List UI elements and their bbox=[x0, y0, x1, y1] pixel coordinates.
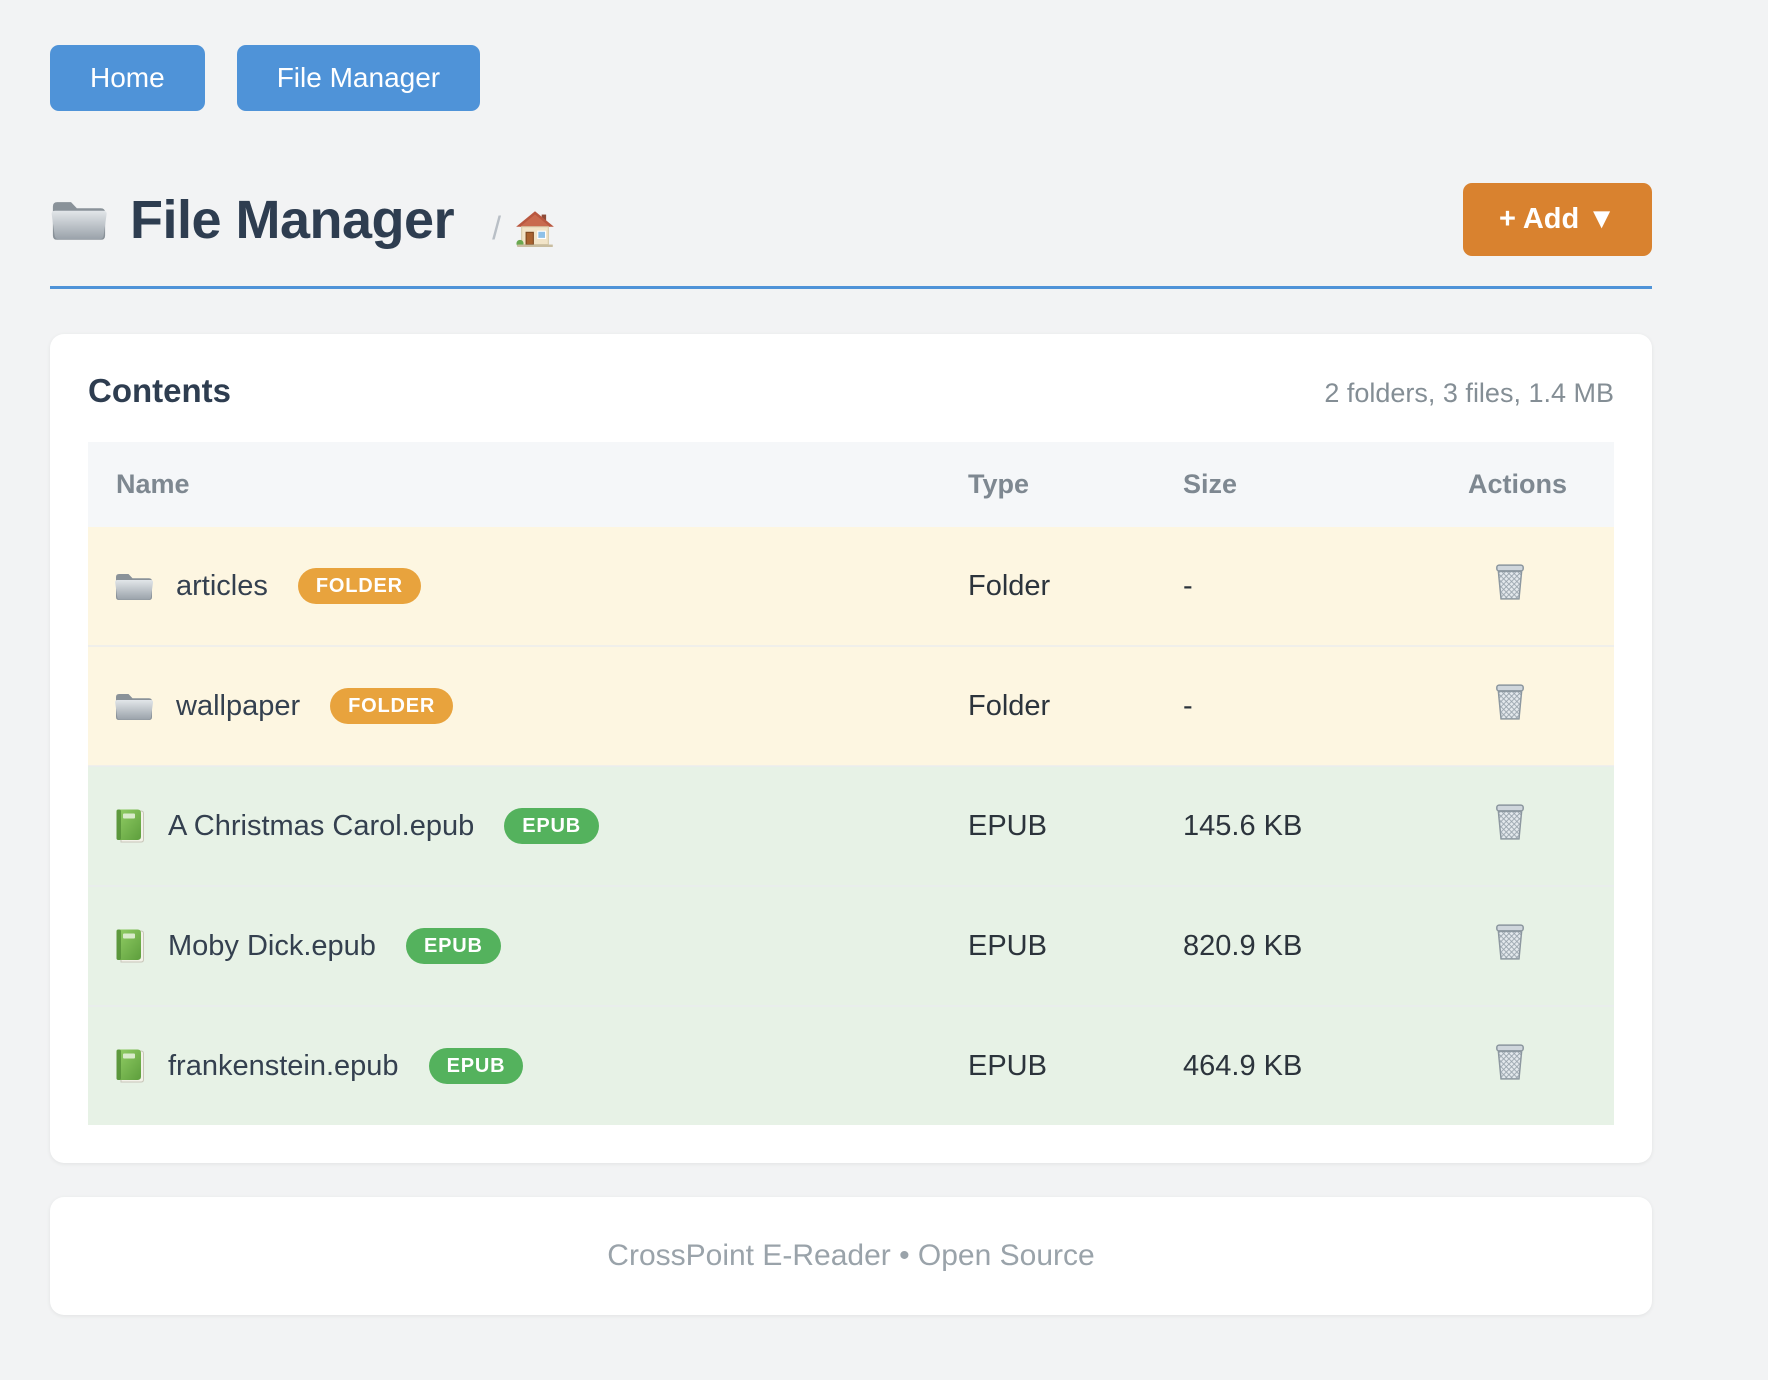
item-type: Folder bbox=[968, 569, 1051, 602]
home-icon[interactable] bbox=[515, 209, 555, 249]
trash-icon bbox=[1493, 683, 1527, 721]
item-type: EPUB bbox=[968, 1049, 1047, 1082]
add-button[interactable]: + Add ▼ bbox=[1462, 183, 1652, 256]
item-size: - bbox=[1183, 569, 1193, 602]
folder-icon bbox=[50, 196, 108, 243]
trash-icon bbox=[1493, 563, 1527, 601]
item-type: Folder bbox=[968, 689, 1051, 722]
item-name: frankenstein.epub bbox=[168, 1049, 399, 1082]
book-icon bbox=[114, 1047, 146, 1085]
item-name: Moby Dick.epub bbox=[168, 929, 376, 962]
header-divider bbox=[50, 286, 1652, 289]
column-header-size: Size bbox=[1183, 442, 1468, 527]
delete-button[interactable] bbox=[1493, 1043, 1527, 1081]
table-row-frankenstein[interactable]: frankenstein.epub EPUB EPUB 464.9 KB bbox=[88, 1006, 1614, 1125]
contents-title: Contents bbox=[88, 372, 231, 409]
delete-button[interactable] bbox=[1493, 683, 1527, 721]
item-size: 145.6 KB bbox=[1183, 809, 1303, 842]
book-icon bbox=[114, 927, 146, 965]
table-row-wallpaper[interactable]: wallpaper FOLDER Folder - bbox=[88, 646, 1614, 766]
footer-card: CrossPoint E-Reader • Open Source bbox=[50, 1197, 1652, 1315]
footer-text: CrossPoint E-Reader • Open Source bbox=[607, 1239, 1095, 1272]
table-header-row: Name Type Size Actions bbox=[88, 442, 1614, 527]
nav-home-button[interactable]: Home bbox=[50, 45, 205, 111]
delete-button[interactable] bbox=[1493, 563, 1527, 601]
item-size: - bbox=[1183, 689, 1193, 722]
folder-icon bbox=[114, 690, 154, 722]
item-name: articles bbox=[176, 569, 268, 602]
contents-table: Name Type Size Actions a bbox=[88, 442, 1614, 1125]
delete-button[interactable] bbox=[1493, 923, 1527, 961]
item-size: 820.9 KB bbox=[1183, 929, 1303, 962]
top-navigation: Home File Manager bbox=[50, 0, 1652, 111]
folder-badge: FOLDER bbox=[297, 568, 421, 604]
delete-button[interactable] bbox=[1493, 803, 1527, 841]
trash-icon bbox=[1493, 1043, 1527, 1081]
item-type: EPUB bbox=[968, 929, 1047, 962]
trash-icon bbox=[1493, 803, 1527, 841]
epub-badge: EPUB bbox=[405, 928, 501, 964]
contents-card: Contents 2 folders, 3 files, 1.4 MB Name… bbox=[50, 334, 1652, 1163]
contents-summary: 2 folders, 3 files, 1.4 MB bbox=[1324, 378, 1614, 408]
table-row-christmas-carol[interactable]: A Christmas Carol.epub EPUB EPUB 145.6 K… bbox=[88, 766, 1614, 886]
item-type: EPUB bbox=[968, 809, 1047, 842]
trash-icon bbox=[1493, 923, 1527, 961]
column-header-actions: Actions bbox=[1468, 442, 1614, 527]
book-icon bbox=[114, 807, 146, 845]
page-header: File Manager / + Add ▼ bbox=[50, 183, 1652, 256]
epub-badge: EPUB bbox=[504, 808, 600, 844]
file-manager-page: Home File Manager File Manager / bbox=[50, 0, 1652, 1315]
item-name: wallpaper bbox=[176, 689, 301, 722]
page-title: File Manager bbox=[130, 189, 455, 250]
column-header-type: Type bbox=[968, 442, 1183, 527]
folder-icon bbox=[114, 570, 154, 602]
epub-badge: EPUB bbox=[428, 1048, 524, 1084]
column-header-name: Name bbox=[88, 442, 968, 527]
breadcrumb: / bbox=[492, 209, 555, 249]
table-row-moby-dick[interactable]: Moby Dick.epub EPUB EPUB 820.9 KB bbox=[88, 886, 1614, 1006]
folder-badge: FOLDER bbox=[330, 688, 454, 724]
nav-file-manager-button[interactable]: File Manager bbox=[236, 45, 481, 111]
breadcrumb-separator: / bbox=[492, 210, 501, 246]
item-size: 464.9 KB bbox=[1183, 1049, 1303, 1082]
table-row-articles[interactable]: articles FOLDER Folder - bbox=[88, 527, 1614, 646]
item-name: A Christmas Carol.epub bbox=[168, 809, 475, 842]
